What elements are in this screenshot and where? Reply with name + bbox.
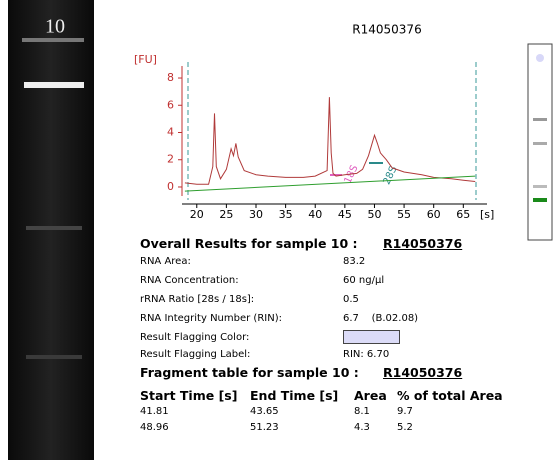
ladder-band — [533, 198, 547, 202]
flag-color-swatch — [343, 330, 400, 344]
row-label: RNA Area: — [140, 256, 191, 267]
page: {"gel": {"lane_label": "10"}, "chart_dat… — [0, 0, 553, 460]
x-tick-label: 60 — [427, 208, 441, 221]
trace — [185, 97, 475, 184]
cell: 9.7 — [397, 406, 413, 417]
ladder-band — [533, 118, 547, 121]
y-axis-label: [FU] — [134, 53, 157, 66]
row-label: RNA Integrity Number (RIN): — [140, 313, 282, 324]
cell: 43.65 — [250, 406, 279, 417]
cell: 51.23 — [250, 422, 279, 433]
row-label: rRNA Ratio [28s / 18s]: — [140, 294, 254, 305]
gel-band — [24, 82, 84, 88]
row-value: 6.7 (B.02.08) — [343, 313, 418, 324]
column-header: Area — [354, 388, 387, 403]
fragment-sample: R14050376 — [383, 365, 462, 380]
column-header: End Time [s] — [250, 388, 338, 403]
x-tick-label: 50 — [367, 208, 381, 221]
y-tick-label: 0 — [167, 180, 174, 193]
trace — [185, 176, 475, 191]
cell: 8.1 — [354, 406, 370, 417]
cell: 5.2 — [397, 422, 413, 433]
x-tick-label: 40 — [308, 208, 322, 221]
overall-heading: Overall Results for sample 10 : — [140, 236, 358, 251]
cell: 4.3 — [354, 422, 370, 433]
x-tick-label: 35 — [279, 208, 293, 221]
ladder-band — [533, 185, 547, 188]
row-label: Result Flagging Color: — [140, 332, 249, 343]
row-value: 0.5 — [343, 294, 359, 305]
gel-band — [26, 355, 82, 359]
x-tick-label: 20 — [190, 208, 204, 221]
overall-sample: R14050376 — [383, 236, 462, 251]
cell: 41.81 — [140, 406, 169, 417]
ladder-marker — [536, 54, 544, 62]
y-tick-label: 4 — [167, 126, 174, 139]
gel-band — [26, 226, 82, 230]
row-value: 60 ng/µl — [343, 275, 384, 286]
x-tick-label: 25 — [219, 208, 233, 221]
x-tick-label: 55 — [397, 208, 411, 221]
x-tick-label: 45 — [338, 208, 352, 221]
x-tick-label: 30 — [249, 208, 263, 221]
ladder-band — [533, 142, 547, 145]
row-value: RIN: 6.70 — [343, 349, 389, 360]
y-tick-label: 8 — [167, 71, 174, 84]
column-header: % of total Area — [397, 388, 503, 403]
y-tick-label: 6 — [167, 98, 174, 111]
cell: 48.96 — [140, 422, 169, 433]
row-label: RNA Concentration: — [140, 275, 239, 286]
y-tick-label: 2 — [167, 153, 174, 166]
x-tick-label: 65 — [456, 208, 470, 221]
column-header: Start Time [s] — [140, 388, 237, 403]
annotation: 28S — [381, 165, 399, 187]
x-axis-label: [s] — [480, 208, 494, 221]
row-value: 83.2 — [343, 256, 365, 267]
gel-band — [22, 38, 84, 42]
fragment-heading: Fragment table for sample 10 : — [140, 365, 359, 380]
chart-title: R14050376 — [352, 23, 421, 37]
row-label: Result Flagging Label: — [140, 349, 250, 360]
lane-label: 10 — [45, 16, 65, 38]
